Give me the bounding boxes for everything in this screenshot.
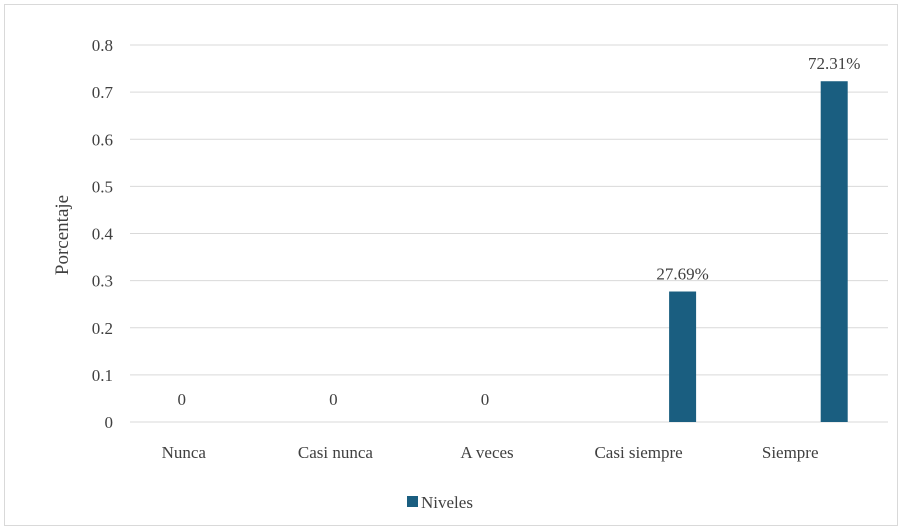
gridlines: [130, 44, 888, 423]
category-label: Nunca: [162, 443, 207, 462]
y-tick-label: 0.2: [92, 319, 113, 338]
category-label: A veces: [460, 443, 513, 462]
y-tick-label: 0.4: [92, 225, 114, 244]
y-tick-labels: 0 0.1 0.2 0.3 0.4 0.5 0.6 0.7 0.8: [92, 36, 114, 432]
data-label: 0: [481, 390, 490, 409]
y-tick-label: 0.5: [92, 177, 113, 196]
legend-swatch-niveles: [407, 496, 418, 507]
legend-label-niveles: Niveles: [421, 493, 473, 512]
bar-casi-siempre: [669, 291, 697, 422]
chart-frame: [4, 4, 898, 526]
y-tick-label: 0.7: [92, 83, 114, 102]
bar-siempre: [820, 81, 848, 422]
data-label: 0: [178, 390, 187, 409]
data-label: 27.69%: [656, 265, 708, 284]
category-label: Siempre: [762, 443, 819, 462]
data-labels: 0 0 0 27.69% 72.31%: [178, 54, 861, 409]
category-label: Casi nunca: [298, 443, 374, 462]
data-label: 72.31%: [808, 54, 860, 73]
data-label: 0: [329, 390, 338, 409]
y-tick-label: 0.3: [92, 272, 113, 291]
bars: [669, 81, 848, 422]
y-axis-title: Porcentaje: [52, 195, 73, 275]
category-labels: Nunca Casi nunca A veces Casi siempre Siempr…: [162, 443, 819, 462]
y-tick-label: 0.6: [92, 130, 113, 149]
y-tick-label: 0.8: [92, 36, 113, 55]
category-label: Casi siempre: [594, 443, 682, 462]
y-tick-label: 0.1: [92, 366, 113, 385]
legend: Niveles: [407, 493, 473, 512]
y-tick-label: 0: [105, 413, 114, 432]
